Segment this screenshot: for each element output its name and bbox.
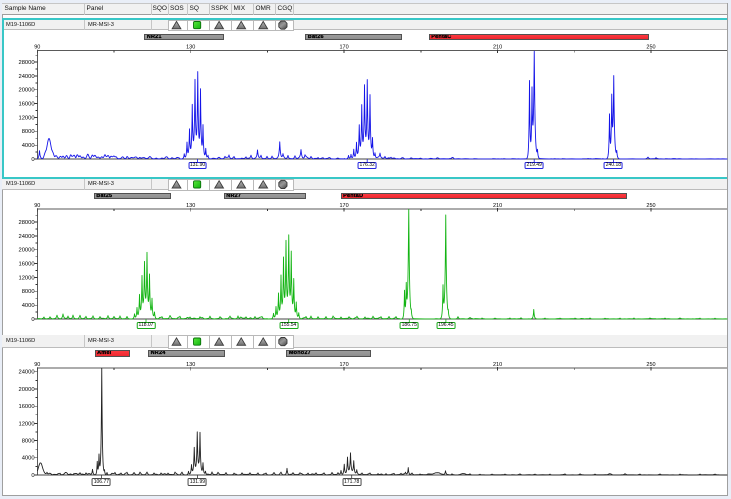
svg-text:0: 0 <box>31 157 34 163</box>
svg-text:12000: 12000 <box>18 421 34 427</box>
svg-text:8000: 8000 <box>22 439 35 445</box>
svg-text:24000: 24000 <box>18 234 34 240</box>
svg-text:170: 170 <box>340 362 349 368</box>
svg-text:16000: 16000 <box>18 404 34 410</box>
svg-text:130: 130 <box>186 44 195 50</box>
svg-text:250: 250 <box>646 362 655 368</box>
svg-text:28000: 28000 <box>18 220 34 226</box>
svg-text:170: 170 <box>340 44 349 50</box>
svg-text:130: 130 <box>186 362 195 368</box>
svg-text:24000: 24000 <box>18 74 34 80</box>
svg-text:210: 210 <box>493 203 502 209</box>
svg-text:90: 90 <box>34 44 40 50</box>
svg-text:4000: 4000 <box>22 143 35 149</box>
svg-text:8000: 8000 <box>22 129 35 135</box>
svg-text:170: 170 <box>340 203 349 209</box>
svg-text:0: 0 <box>31 473 34 479</box>
svg-text:250: 250 <box>646 203 655 209</box>
svg-text:28000: 28000 <box>18 60 34 66</box>
svg-text:16000: 16000 <box>18 262 34 268</box>
svg-text:210: 210 <box>493 362 502 368</box>
svg-text:250: 250 <box>646 44 655 50</box>
svg-text:210: 210 <box>493 44 502 50</box>
svg-text:16000: 16000 <box>18 102 34 108</box>
svg-text:12000: 12000 <box>18 115 34 121</box>
svg-text:0: 0 <box>31 317 34 323</box>
svg-text:20000: 20000 <box>18 248 34 254</box>
svg-text:20000: 20000 <box>18 88 34 94</box>
svg-text:20000: 20000 <box>18 387 34 393</box>
svg-text:90: 90 <box>34 203 40 209</box>
svg-text:130: 130 <box>186 203 195 209</box>
svg-text:4000: 4000 <box>22 303 35 309</box>
svg-text:24000: 24000 <box>18 370 34 376</box>
svg-text:4000: 4000 <box>22 456 35 462</box>
svg-text:12000: 12000 <box>18 275 34 281</box>
svg-text:8000: 8000 <box>22 289 35 295</box>
svg-text:90: 90 <box>34 362 40 368</box>
